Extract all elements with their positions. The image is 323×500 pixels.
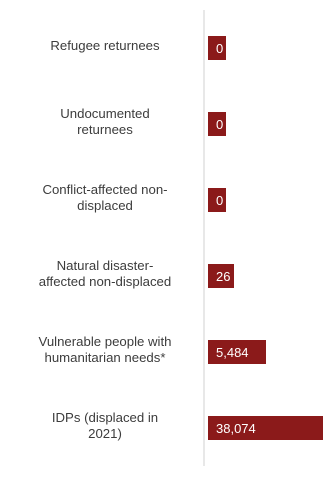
value-label-5: 38,074 [216,421,256,436]
category-label-3: Natural disaster-affected non-displaced [16,258,194,290]
value-label-3: 26 [216,269,230,284]
category-label-0: Refugee returnees [16,38,194,54]
category-label-line: 2021) [88,426,122,441]
category-label-line: returnees [77,122,133,137]
bar-0 [208,36,226,60]
category-label-line: affected non-displaced [38,274,172,289]
category-label-line: displaced [77,198,133,213]
category-label-1: Undocumented returnees [16,106,194,138]
value-label-0: 0 [216,41,223,56]
value-label-2: 0 [216,193,223,208]
category-label-line: IDPs (displaced in [51,410,159,425]
bar-3 [208,264,234,288]
category-label-line: humanitarian needs* [44,350,166,365]
bar-4 [208,340,266,364]
category-label-line: Vulnerable people with [38,334,172,349]
category-label-line: Undocumented [60,106,150,121]
value-label-1: 0 [216,117,223,132]
category-label-4: Vulnerable people with humanitarian needs… [16,334,194,366]
bar-5 [208,416,323,440]
category-label-5: IDPs (displaced in 2021) [16,410,194,442]
value-label-4: 5,484 [216,345,249,360]
category-label-line: Natural disaster- [56,258,154,273]
category-label-2: Conflict-affected non-displaced [16,182,194,214]
category-label-line: Conflict-affected non- [42,182,168,197]
bar-1 [208,112,226,136]
category-label-line: Refugee returnees [50,38,160,53]
bar-2 [208,188,226,212]
